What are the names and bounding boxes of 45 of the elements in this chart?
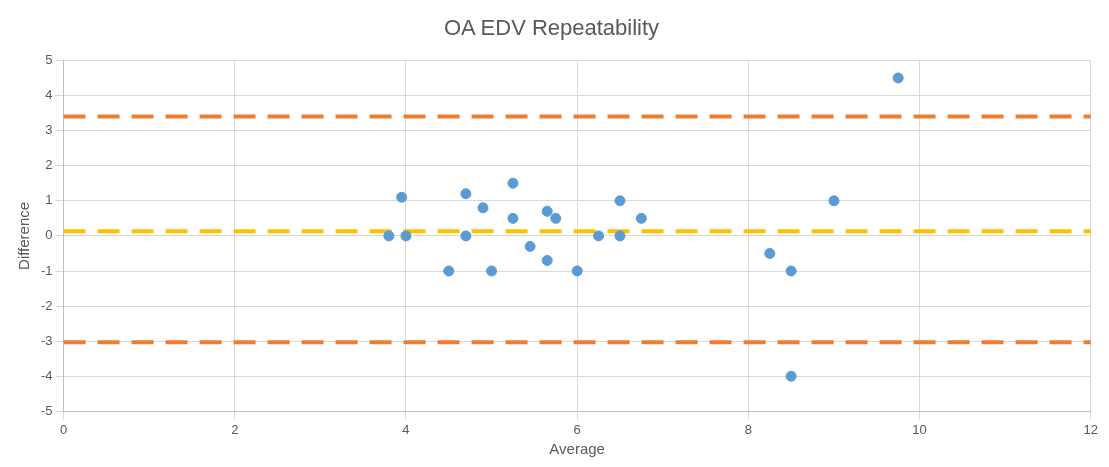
point (524, 240, 536, 252)
y-tick-label: -5 (41, 402, 53, 418)
y-tick-label: 5 (45, 51, 53, 67)
y-tick-label: 4 (45, 87, 53, 103)
point (541, 254, 553, 266)
y-tick-label: -3 (41, 332, 53, 348)
point (892, 72, 904, 84)
point (571, 265, 583, 277)
point (460, 188, 472, 200)
point (396, 191, 408, 203)
point (486, 265, 498, 277)
point (785, 265, 797, 277)
point (460, 230, 472, 242)
y-axis-title: Difference (15, 201, 33, 270)
point (764, 247, 776, 259)
y-tick-label: 1 (45, 192, 53, 208)
y-tick-label: 0 (45, 227, 53, 243)
point (541, 205, 553, 217)
x-tick-label: 8 (744, 421, 752, 437)
x-tick-label: 6 (573, 421, 581, 437)
x-tick-label: 12 (1083, 421, 1098, 437)
y-tick-label: 2 (45, 157, 53, 173)
point (383, 230, 395, 242)
chart-title: OA EDV Repeatability (443, 15, 660, 41)
y-tick-label: 3 (45, 122, 53, 138)
point (477, 202, 489, 214)
x-tick-label: 10 (912, 421, 927, 437)
y-tick-label: -1 (41, 262, 53, 278)
point (400, 230, 412, 242)
point (507, 212, 519, 224)
x-tick-label: 4 (402, 421, 410, 437)
point (614, 230, 626, 242)
y-tick-label: -2 (41, 297, 53, 313)
x-axis-title: Average (549, 440, 605, 458)
point (443, 265, 455, 277)
point (828, 195, 840, 207)
x-tick-label: 0 (59, 421, 68, 437)
point (785, 370, 797, 382)
point (550, 212, 562, 224)
point (507, 177, 519, 189)
point (593, 230, 605, 242)
point (635, 212, 647, 224)
y-tick-label: -4 (41, 367, 53, 383)
point (614, 195, 626, 207)
x-tick-label: 2 (231, 421, 239, 437)
